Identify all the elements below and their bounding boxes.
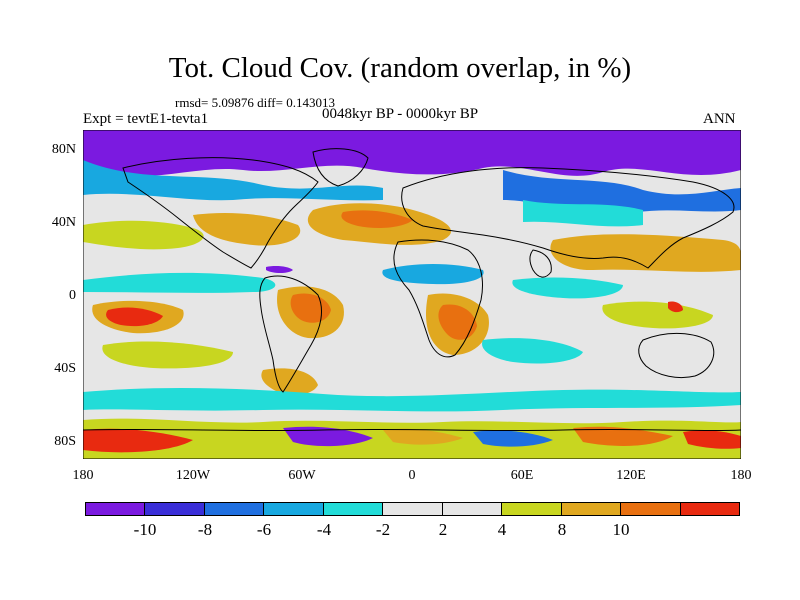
- colorbar-label: -8: [197, 520, 213, 539]
- colorbar-label: 4: [497, 520, 507, 539]
- colorbar-cell: [145, 503, 205, 515]
- lat-tick-label: 40N: [51, 215, 76, 230]
- cloud-cover-map: [83, 130, 741, 459]
- colorbar-cell: [442, 503, 503, 515]
- colorbar-label: -2: [375, 520, 391, 539]
- colorbar-label: 10: [612, 520, 630, 539]
- lon-tick-label: 180: [730, 468, 752, 483]
- lon-tick-label: 120E: [616, 468, 646, 483]
- colorbar-cell: [680, 503, 739, 515]
- colorbar-cell: [204, 503, 265, 515]
- colorbar-cell: [502, 503, 562, 515]
- experiment-label: Expt = tevtE1-tevta1: [83, 111, 209, 127]
- lon-tick-label: 180: [72, 468, 94, 483]
- colorbar-cell: [561, 503, 622, 515]
- lat-tick-label: 80N: [51, 142, 76, 157]
- lat-tick-label: 80S: [54, 434, 76, 449]
- colorbar-label: 2: [438, 520, 448, 539]
- colorbar-label: -10: [133, 520, 157, 539]
- anomaly-field: [83, 130, 741, 459]
- lat-tick-label: 0: [69, 288, 76, 303]
- colorbar-cell: [264, 503, 324, 515]
- chart-title: Tot. Cloud Cov. (random overlap, in %): [168, 52, 632, 84]
- lon-tick-label: 120W: [175, 468, 211, 483]
- lon-tick-label: 60W: [288, 468, 316, 483]
- lat-tick-label: 40S: [54, 361, 76, 376]
- stats-line: rmsd= 5.09876 diff= 0.143013: [175, 95, 335, 110]
- colorbar-label: -6: [256, 520, 272, 539]
- coastlines: [83, 148, 741, 432]
- colorbar: [85, 502, 740, 516]
- lon-tick-label: 60E: [510, 468, 534, 483]
- lon-tick-label: 0: [408, 468, 416, 483]
- colorbar-cell: [323, 503, 384, 515]
- map-panel: [83, 130, 741, 459]
- colorbar-label: -4: [316, 520, 332, 539]
- colorbar-cell: [383, 503, 443, 515]
- colorbar-label: 8: [557, 520, 567, 539]
- colorbar-cell: [86, 503, 146, 515]
- season-label: ANN: [703, 111, 736, 127]
- colorbar-cell: [621, 503, 681, 515]
- period-line: 0048kyr BP - 0000kyr BP: [322, 106, 479, 122]
